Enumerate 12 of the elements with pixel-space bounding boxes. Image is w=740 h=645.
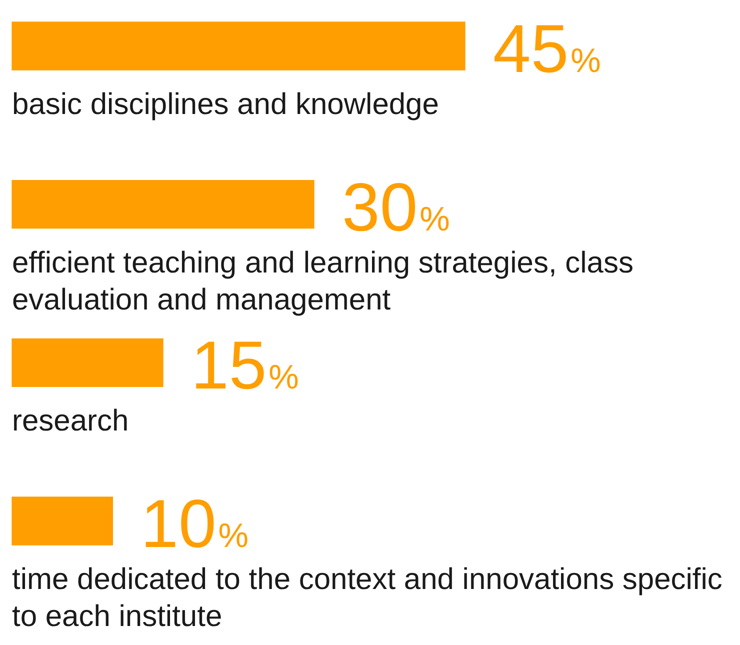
- data-label: 45%: [493, 11, 601, 87]
- bar: [12, 22, 466, 70]
- bar: [12, 496, 113, 546]
- bar: [12, 180, 314, 229]
- data-label: 10%: [140, 486, 249, 562]
- bar: [12, 338, 164, 387]
- data-label: 30%: [342, 169, 450, 246]
- y-tick-label: research: [12, 404, 129, 438]
- y-tick-label: efficient teaching and learning strategies, class evaluation and management: [12, 246, 634, 316]
- y-tick-label: basic disciplines and knowledge: [12, 88, 439, 121]
- data-label: 15%: [191, 328, 299, 404]
- y-tick-label: time dedicated to the context and innovations specific to each institute: [12, 563, 722, 633]
